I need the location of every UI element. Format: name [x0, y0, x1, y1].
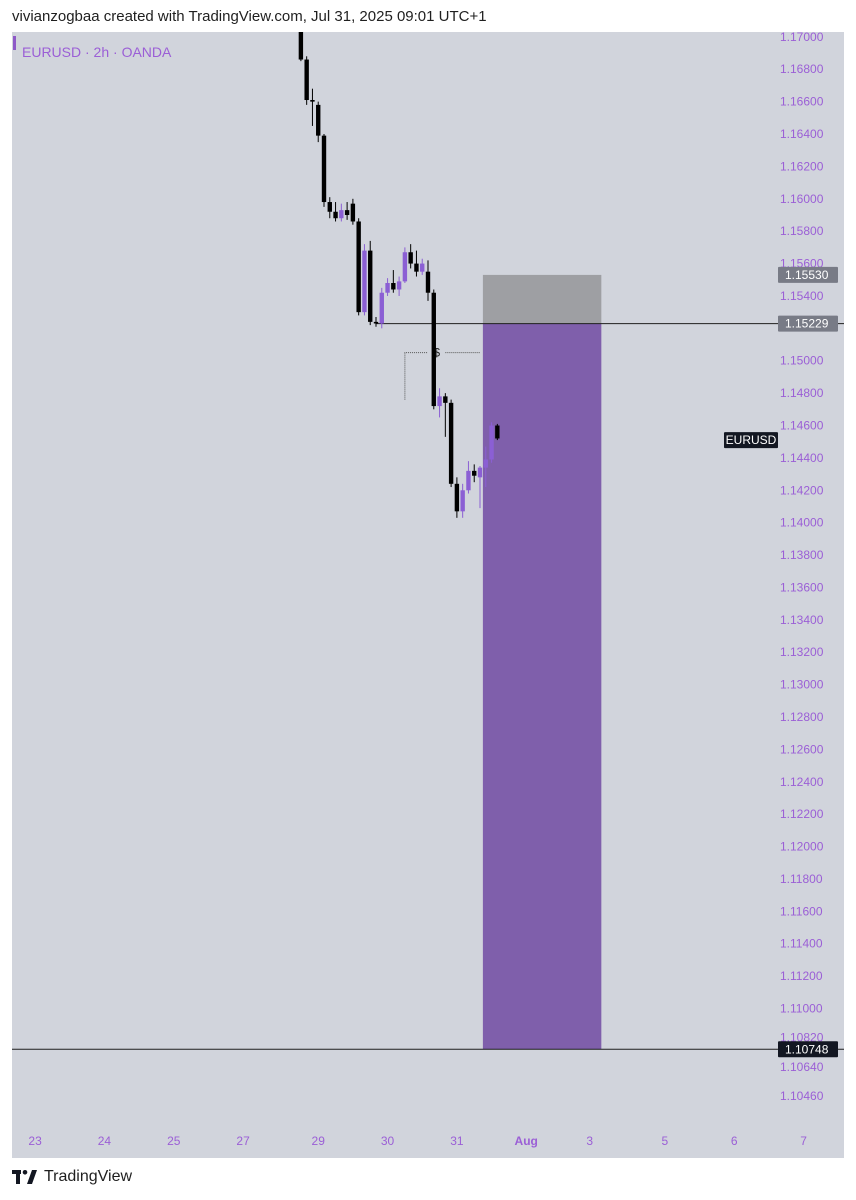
price-label-tag-text: 1.15530 — [785, 268, 829, 282]
price-axis-tick-label: 1.11400 — [780, 937, 823, 951]
take-profit-zone[interactable] — [482, 323, 602, 1050]
candle-body[interactable] — [333, 211, 338, 219]
price-axis-tick-label: 1.14200 — [780, 483, 824, 497]
candle-body[interactable] — [489, 425, 494, 460]
candle-body[interactable] — [472, 470, 477, 476]
price-axis-tick-label: 1.13600 — [780, 580, 824, 594]
price-axis-tick-label: 1.11600 — [780, 904, 823, 918]
date-axis-tick-label: 31 — [450, 1134, 464, 1148]
chart-attribution: vivianzogbaa created with TradingView.co… — [12, 8, 487, 25]
candle-body[interactable] — [368, 250, 373, 322]
date-axis-tick-label: 5 — [662, 1134, 669, 1148]
candle-body[interactable] — [460, 490, 465, 512]
symbol-price-tag[interactable] — [724, 432, 778, 449]
candle-body[interactable] — [356, 221, 361, 313]
price-label-tag[interactable] — [778, 1041, 838, 1058]
price-label-tag-text: 1.15229 — [785, 317, 829, 331]
candle-body[interactable] — [344, 210, 350, 215]
marker-connector-line — [404, 352, 428, 400]
candle-body[interactable] — [316, 104, 321, 136]
candle-body[interactable] — [477, 467, 483, 478]
candlestick-chart[interactable]: $1.17000 1.16800 1.16600 1.16400 1.16200 1.16… — [12, 32, 844, 1158]
price-axis-tick-label: 1.14000 — [780, 516, 824, 530]
date-axis-tick-label: 3 — [586, 1134, 593, 1148]
price-axis-tick-label: 1.16400 — [780, 127, 824, 141]
price-axis-tick-label: 1.13000 — [780, 678, 824, 692]
dollar-marker-label: $ — [433, 346, 440, 360]
date-axis-tick-label: 30 — [381, 1134, 395, 1148]
price-axis-tick-label: 1.10640 — [780, 1060, 824, 1074]
price-axis-tick-label: 1.12200 — [780, 807, 824, 821]
candle-body[interactable] — [379, 292, 384, 324]
price-axis-tick-label: 1.12000 — [780, 840, 824, 854]
price-axis-tick-label: 1.16200 — [780, 159, 824, 173]
date-axis-tick-label: 25 — [167, 1134, 181, 1148]
price-axis-tick-label: 1.11200 — [780, 969, 823, 983]
price-label-tag[interactable] — [778, 315, 838, 332]
candle-body[interactable] — [466, 470, 471, 491]
candle-body[interactable] — [391, 283, 396, 290]
candle-body[interactable] — [402, 252, 408, 282]
price-axis-tick-label: 1.11000 — [780, 1002, 823, 1016]
candle-body[interactable] — [350, 203, 356, 222]
price-axis-tick-label: 1.15800 — [780, 224, 824, 238]
price-axis-tick-label: 1.14600 — [780, 419, 824, 433]
date-axis-tick-label: 6 — [731, 1134, 738, 1148]
price-axis-tick-label: 1.16000 — [780, 192, 824, 206]
candle-body[interactable] — [454, 483, 460, 512]
date-axis-tick-label: 27 — [236, 1134, 250, 1148]
candle-body[interactable] — [304, 59, 309, 101]
price-axis-tick-label: 1.13400 — [780, 613, 824, 627]
candle-body[interactable] — [362, 250, 367, 313]
price-axis-tick-label: 1.14800 — [780, 386, 824, 400]
candle-body[interactable] — [483, 459, 488, 468]
stop-loss-zone[interactable] — [482, 274, 602, 324]
candle-body[interactable] — [437, 396, 442, 407]
candle-body[interactable] — [298, 32, 304, 60]
price-axis-tick-label: 1.13800 — [780, 548, 824, 562]
price-axis-tick-label: 1.12600 — [780, 742, 824, 756]
symbol-color-marker — [13, 36, 16, 50]
price-axis-tick-label: 1.17000 — [780, 32, 824, 44]
candle-body[interactable] — [443, 396, 448, 403]
price-label-tag-text: 1.10748 — [785, 1042, 829, 1056]
date-axis-tick-label: 24 — [98, 1134, 112, 1148]
symbol-price-tag-text: EURUSD — [726, 433, 777, 447]
date-axis-tick-label: 23 — [28, 1134, 42, 1148]
candle-body[interactable] — [385, 283, 390, 293]
candle-body[interactable] — [327, 202, 332, 212]
price-axis-tick-label: 1.16600 — [780, 95, 824, 109]
price-axis-tick-label: 1.16800 — [780, 62, 824, 76]
candle-body[interactable] — [396, 281, 402, 290]
date-axis-tick-label: Aug — [515, 1134, 538, 1148]
candle-body[interactable] — [408, 252, 413, 264]
candle-body[interactable] — [321, 135, 327, 203]
price-axis-tick-label: 1.13200 — [780, 645, 824, 659]
price-axis-tick-label: 1.10460 — [780, 1089, 824, 1103]
footer-brand-text: TradingView — [44, 1168, 133, 1185]
price-axis-tick-label: 1.15000 — [780, 354, 824, 368]
candle-body[interactable] — [414, 263, 419, 272]
date-axis-tick-label: 7 — [800, 1134, 807, 1148]
price-axis-tick-label: 1.12400 — [780, 775, 824, 789]
candle-body[interactable] — [448, 402, 454, 484]
candle-body[interactable] — [310, 100, 315, 102]
price-label-tag[interactable] — [778, 266, 838, 283]
candle-body[interactable] — [373, 321, 379, 324]
candle-body[interactable] — [495, 425, 500, 439]
candle-body[interactable] — [420, 263, 425, 272]
price-axis-tick-label: 1.12800 — [780, 710, 824, 724]
date-axis-tick-label: 29 — [312, 1134, 326, 1148]
candle-body[interactable] — [431, 292, 436, 407]
price-axis-tick-label: 1.14400 — [780, 451, 824, 465]
tradingview-logo-icon — [12, 1170, 37, 1184]
symbol-label[interactable]: EURUSD · 2h · OANDA — [22, 44, 172, 60]
footer-brand[interactable]: TradingView — [12, 1168, 132, 1186]
price-axis-tick-label: 1.10820 — [780, 1031, 824, 1045]
price-axis-tick-label: 1.15400 — [780, 289, 824, 303]
price-axis-tick-label: 1.11800 — [780, 872, 823, 886]
candle-body[interactable] — [339, 210, 344, 219]
candle-body[interactable] — [425, 271, 431, 293]
chart-area[interactable]: $1.17000 1.16800 1.16600 1.16400 1.16200 1.16… — [12, 32, 844, 1158]
